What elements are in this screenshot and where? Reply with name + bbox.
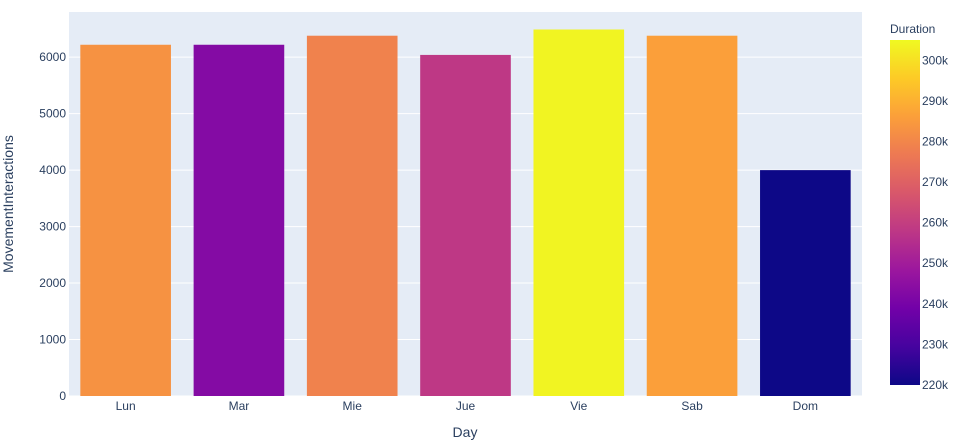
x-tick-label: Dom (793, 399, 818, 413)
bar-jue (420, 54, 511, 396)
colorbar-title: Duration (890, 22, 935, 36)
bar-lun (80, 44, 171, 397)
x-tick-label: Mie (343, 399, 363, 413)
colorbar-tick-label: 240k (922, 297, 949, 311)
colorbar-tick-label: 230k (922, 337, 949, 351)
x-axis-ticks: Lun Mar Mie Jue Vie Sab Dom (116, 399, 818, 413)
y-tick-label: 2000 (39, 276, 66, 290)
colorbar-tick-label: 270k (922, 175, 949, 189)
x-tick-label: Vie (570, 399, 587, 413)
bar-dom (760, 170, 851, 396)
y-tick-label: 0 (59, 389, 66, 403)
x-axis-title: Day (453, 424, 478, 440)
colorbar (890, 40, 920, 385)
colorbar-tick-label: 220k (922, 378, 949, 392)
colorbar-tick-label: 250k (922, 256, 949, 270)
bar-mar (193, 44, 285, 397)
y-axis-title: MovementInteractions (0, 135, 16, 273)
colorbar-tick-label: 290k (922, 94, 949, 108)
colorbar-ticks: 220k 230k 240k 250k 260k 270k 280k 290k 300k (922, 53, 949, 392)
y-tick-label: 5000 (39, 107, 66, 121)
colorbar-tick-label: 260k (922, 216, 949, 230)
bar-mie (306, 35, 398, 396)
y-tick-label: 1000 (39, 333, 66, 347)
bars (80, 29, 851, 397)
bar-sab (646, 35, 738, 396)
x-tick-label: Sab (681, 399, 703, 413)
y-tick-label: 3000 (39, 220, 66, 234)
x-tick-label: Jue (456, 399, 476, 413)
x-tick-label: Mar (229, 399, 250, 413)
y-axis-ticks: 0 1000 2000 3000 4000 5000 6000 (39, 50, 66, 403)
x-tick-label: Lun (116, 399, 136, 413)
colorbar-tick-label: 300k (922, 53, 949, 67)
y-tick-label: 6000 (39, 50, 66, 64)
colorbar-tick-label: 280k (922, 134, 949, 148)
y-tick-label: 4000 (39, 163, 66, 177)
bar-vie (533, 29, 625, 396)
